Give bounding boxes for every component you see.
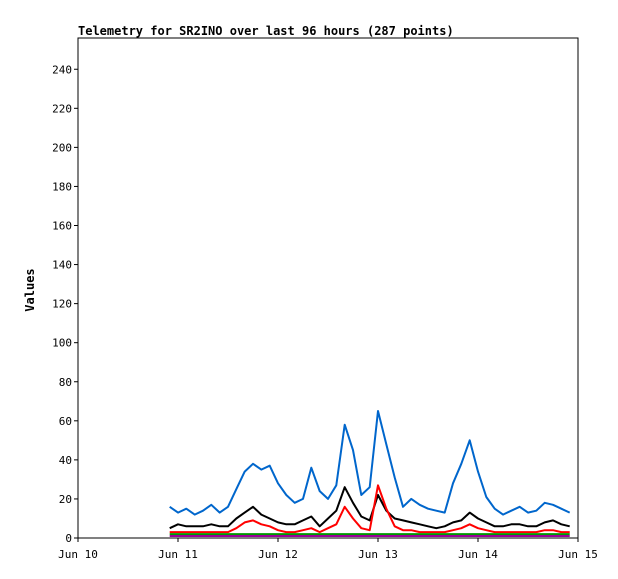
y-axis-label: Values — [23, 268, 37, 311]
y-tick-label: 40 — [59, 454, 72, 467]
y-tick-label: 160 — [52, 220, 72, 233]
series-line-1 — [169, 410, 571, 516]
x-tick-label: Jun 14 — [458, 548, 498, 561]
plot-area — [77, 37, 579, 539]
y-tick-label: 100 — [52, 337, 72, 350]
y-axis: 0 20 40 60 80 100 120 140 160 180 200 220 240 — [52, 63, 78, 545]
y-tick-label: 140 — [52, 259, 72, 272]
x-tick-label: Jun 13 — [358, 548, 398, 561]
y-tick-label: 220 — [52, 102, 72, 115]
y-tick-label: 60 — [59, 415, 72, 428]
y-tick-label: 240 — [52, 63, 72, 76]
x-axis: Jun 10 Jun 11 Jun 12 Jun 13 Jun 14 Jun 15 — [58, 538, 598, 561]
y-tick-label: 120 — [52, 298, 72, 311]
chart-title: Telemetry for SR2INO over last 96 hours … — [78, 24, 454, 38]
x-tick-label: Jun 12 — [258, 548, 298, 561]
x-tick-label: Jun 15 — [558, 548, 598, 561]
series-line-3 — [169, 484, 570, 534]
series-line-2 — [169, 486, 570, 530]
y-tick-label: 0 — [65, 532, 72, 545]
y-tick-label: 200 — [52, 141, 72, 154]
y-tick-label: 180 — [52, 180, 72, 193]
y-tick-label: 80 — [59, 376, 72, 389]
x-tick-label: Jun 11 — [158, 548, 198, 561]
series-layer — [169, 410, 571, 537]
x-tick-label: Jun 10 — [58, 548, 98, 561]
y-tick-label: 20 — [59, 493, 72, 506]
